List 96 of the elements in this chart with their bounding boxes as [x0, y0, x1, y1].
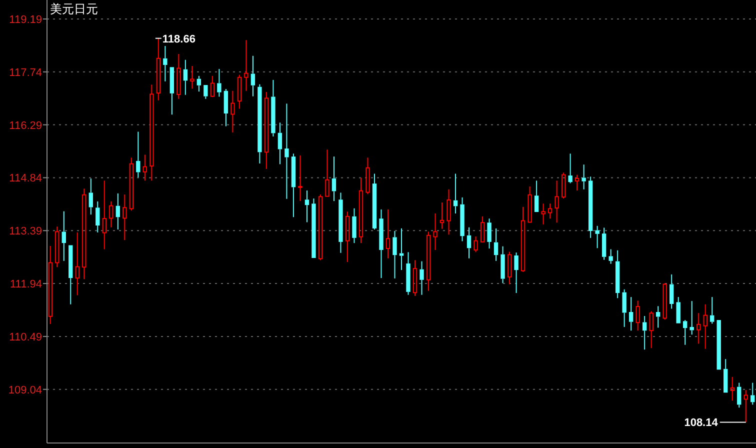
candlestick	[628, 296, 634, 332]
candlestick	[75, 232, 80, 296]
candlestick	[96, 200, 100, 233]
candlestick	[487, 218, 492, 250]
candlestick	[494, 228, 498, 262]
candlestick	[136, 131, 140, 178]
candlestick	[730, 376, 734, 402]
candlestick	[440, 202, 444, 230]
candlestick	[372, 173, 377, 230]
y-tick-label: 109.04	[8, 384, 42, 396]
y-tick-label: 117.74	[9, 66, 42, 79]
candlestick	[399, 228, 404, 271]
annotation: 118.66	[162, 33, 196, 46]
annotation: 108.14	[684, 417, 746, 430]
candlestick	[703, 304, 708, 350]
candlestick	[737, 382, 742, 408]
candlestick	[312, 198, 316, 258]
candlestick	[676, 296, 680, 324]
candlestick	[271, 79, 276, 137]
candlestick	[48, 245, 52, 325]
chart-title: 美元日元	[50, 2, 98, 16]
candlestick	[528, 186, 532, 223]
candlestick	[514, 252, 518, 294]
candlestick	[750, 382, 755, 406]
candlestick	[116, 192, 120, 230]
candlestick	[170, 67, 174, 116]
candlestick	[345, 211, 350, 263]
candlestick	[744, 390, 748, 423]
candlestick	[541, 203, 546, 225]
candlestick	[88, 178, 93, 216]
y-tick-label: 119.19	[9, 14, 42, 26]
candlestick	[392, 230, 397, 279]
candlestick	[615, 250, 620, 299]
candlestick	[608, 248, 613, 264]
candlestick	[636, 300, 640, 332]
candlestick	[642, 316, 647, 350]
candlestick	[230, 90, 235, 133]
annotation: 108.14	[684, 417, 719, 430]
candlestick	[554, 180, 559, 224]
candlestick	[332, 156, 336, 202]
candlestick	[250, 55, 256, 97]
candlestick	[190, 66, 194, 90]
candlestick	[122, 194, 127, 241]
candlestick	[379, 208, 384, 279]
candlestick	[696, 312, 701, 344]
candlestick	[582, 164, 586, 190]
candlestick	[183, 59, 188, 96]
candlestick	[588, 176, 593, 238]
candlestick	[420, 260, 424, 296]
y-tick-label: 113.39	[9, 226, 42, 238]
candlestick	[196, 75, 202, 92]
candlestick	[622, 288, 626, 328]
candlestick	[278, 122, 282, 165]
candlestick	[670, 274, 674, 310]
candlestick	[433, 212, 438, 250]
candlestick	[68, 245, 73, 305]
y-tick-label: 110.49	[9, 331, 42, 344]
candlestick	[102, 180, 106, 250]
candlestick	[453, 173, 458, 214]
annotation: 118.66	[154, 33, 196, 46]
candlestick	[150, 84, 154, 182]
y-tick-label: 111.94	[10, 278, 42, 291]
candlestick	[82, 188, 86, 280]
candlestick	[534, 180, 539, 212]
candlestick	[656, 306, 660, 328]
candlestick	[338, 192, 343, 254]
candlestick	[446, 188, 451, 236]
candlestick	[142, 154, 147, 182]
candlestick	[426, 231, 431, 292]
candlestick	[724, 358, 728, 393]
candlestick	[602, 227, 606, 260]
candlestick	[548, 203, 552, 220]
candlestick	[325, 149, 330, 197]
candlestick	[352, 208, 356, 244]
candlestick	[386, 208, 390, 259]
candlestick	[62, 210, 66, 262]
candlestick	[258, 84, 262, 164]
candlestick	[406, 252, 410, 296]
candlestick	[163, 45, 168, 82]
candlestick	[304, 190, 310, 223]
candlestick	[204, 85, 208, 100]
candlestick	[568, 153, 572, 184]
candlestick	[291, 153, 296, 218]
candlestick	[683, 320, 688, 346]
y-tick-label: 116.29	[9, 120, 42, 132]
candlestick	[298, 154, 302, 202]
candlestick	[466, 226, 472, 259]
candlestick	[595, 225, 600, 249]
candlestick	[156, 38, 161, 101]
candlestick	[460, 196, 464, 242]
candlestick	[284, 103, 289, 200]
y-tick-label: 114.84	[9, 172, 42, 185]
candlestick	[244, 40, 248, 92]
candlestick	[716, 320, 721, 370]
candlestick	[412, 260, 418, 296]
candlestick	[224, 88, 228, 127]
